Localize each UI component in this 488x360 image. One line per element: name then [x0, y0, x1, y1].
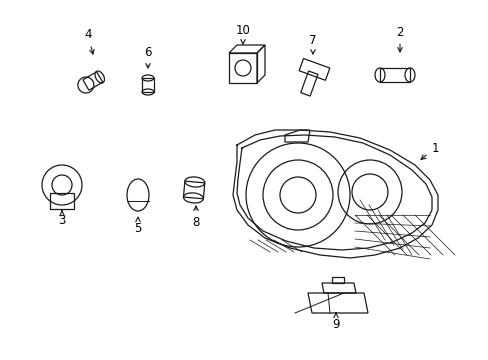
Text: 8: 8 — [192, 206, 199, 229]
Text: 10: 10 — [235, 23, 250, 44]
Text: 1: 1 — [420, 141, 438, 159]
Text: 9: 9 — [331, 313, 339, 332]
Text: 5: 5 — [134, 217, 142, 234]
Text: 6: 6 — [144, 46, 151, 68]
Text: 3: 3 — [58, 211, 65, 226]
Text: 4: 4 — [84, 28, 94, 54]
Text: 7: 7 — [308, 33, 316, 54]
Text: 2: 2 — [395, 26, 403, 52]
